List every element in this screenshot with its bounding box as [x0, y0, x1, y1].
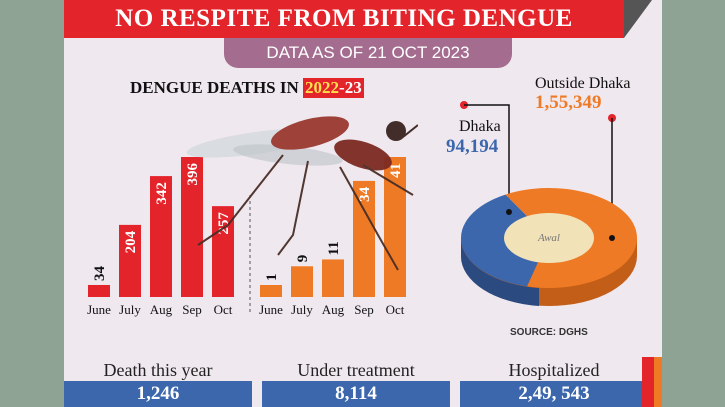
date-label: DATA AS OF 21 OCT 2023	[224, 38, 512, 68]
bar-2022-aug	[150, 176, 172, 297]
bar-value-label: 34	[92, 265, 108, 281]
bar-value-label: 41	[388, 163, 404, 178]
bar-value-label: 204	[123, 230, 139, 253]
chart-year: 2022	[305, 78, 340, 97]
bar-value-label: 11	[326, 241, 342, 255]
bar-2023-sep	[353, 180, 375, 297]
chart-year-suffix: -23	[339, 78, 362, 97]
dhaka-pie-chart: Awal	[460, 101, 637, 306]
pie-center	[504, 213, 594, 263]
bar-2022-june	[88, 284, 110, 297]
x-tick-label: July	[291, 302, 313, 317]
title-decoration	[624, 0, 652, 38]
stat-label: Hospitalized	[460, 357, 648, 381]
pie-label-outside-dhaka: Outside Dhaka	[535, 75, 631, 92]
page-title: NO RESPITE FROM BITING DENGUE	[64, 0, 624, 38]
mosquito-illustration	[186, 116, 418, 271]
pie-side-wall-dhaka	[460, 238, 539, 306]
x-tick-label: Sep	[354, 302, 374, 317]
bar-value-label: 34	[357, 186, 373, 202]
side-stripes	[642, 357, 654, 407]
bar-2022-july	[119, 224, 141, 297]
stat-value: 1,246	[64, 381, 252, 407]
bar-value-label: 9	[295, 255, 311, 263]
pie-label-dhaka: Dhaka	[459, 118, 501, 135]
bar-value-label: 396	[185, 163, 201, 186]
bar-2022-oct	[212, 206, 234, 297]
stat-under-treatment: Under treatment 8,114	[262, 357, 450, 407]
bar-2022-sep	[181, 157, 203, 297]
side-stripes-2	[654, 357, 662, 407]
bar-value-label: 257	[216, 212, 232, 235]
bar-value-label: 1	[264, 274, 280, 282]
bar-2023-oct	[384, 157, 406, 297]
stat-value: 8,114	[262, 381, 450, 407]
stat-hospitalized: Hospitalized 2,49, 543	[460, 357, 648, 407]
bar-2023-june	[260, 285, 282, 297]
chart-title: DENGUE DEATHS IN 2022-23	[130, 78, 364, 98]
pie-value-dhaka: 94,194	[446, 136, 499, 157]
dengue-deaths-bar-chart: 34 June 204 July 342 Aug 396 Sep 257 Oct 1 June 9 Jul…	[87, 116, 418, 317]
stat-value: 2,49, 543	[460, 381, 648, 407]
bar-2023-july	[291, 266, 313, 297]
x-tick-label: June	[259, 302, 283, 317]
x-tick-label: Aug	[322, 302, 345, 317]
chart-year-badge: 2022-23	[303, 78, 364, 98]
chart-title-text: DENGUE DEATHS IN	[130, 78, 299, 97]
bar-value-label: 342	[154, 182, 170, 205]
x-tick-label: Oct	[214, 302, 233, 317]
infographic-card: NO RESPITE FROM BITING DENGUE DATA AS OF…	[64, 0, 662, 407]
stat-label: Under treatment	[262, 357, 450, 381]
stat-label: Death this year	[64, 357, 252, 381]
source-label: SOURCE: DGHS	[510, 327, 588, 338]
stat-death-this-year: Death this year 1,246	[64, 357, 252, 407]
x-tick-label: Sep	[182, 302, 202, 317]
pie-logo: Awal	[537, 232, 560, 244]
pie-value-outside-dhaka: 1,55,349	[535, 92, 602, 113]
x-tick-label: July	[119, 302, 141, 317]
x-tick-label: Oct	[386, 302, 405, 317]
bar-2023-aug	[322, 259, 344, 297]
x-tick-label: Aug	[150, 302, 173, 317]
x-tick-label: June	[87, 302, 111, 317]
